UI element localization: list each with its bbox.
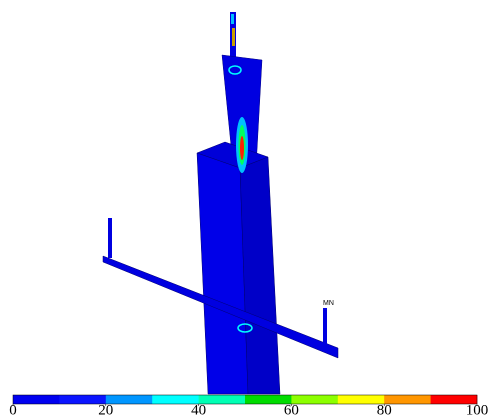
rod-hotspot bbox=[232, 28, 235, 46]
post bbox=[108, 218, 112, 258]
stress-zone bbox=[240, 136, 244, 160]
post bbox=[323, 308, 327, 352]
colorbar-segment bbox=[13, 395, 60, 404]
tick-label: 40 bbox=[191, 402, 206, 417]
tick-label: 80 bbox=[377, 402, 392, 417]
tick-label: 20 bbox=[98, 402, 113, 417]
tick-label: 60 bbox=[284, 402, 299, 417]
tick-label: 100 bbox=[466, 402, 489, 417]
model: MN bbox=[103, 12, 338, 394]
rod-hotspot bbox=[231, 14, 234, 24]
column-left bbox=[197, 153, 248, 394]
fea-view: MN 0 20 40 60 80 100 bbox=[0, 0, 490, 417]
marker-label: MN bbox=[323, 300, 334, 307]
colorbar: 0 20 40 60 80 100 bbox=[9, 395, 488, 417]
tick-label: 0 bbox=[9, 402, 17, 417]
